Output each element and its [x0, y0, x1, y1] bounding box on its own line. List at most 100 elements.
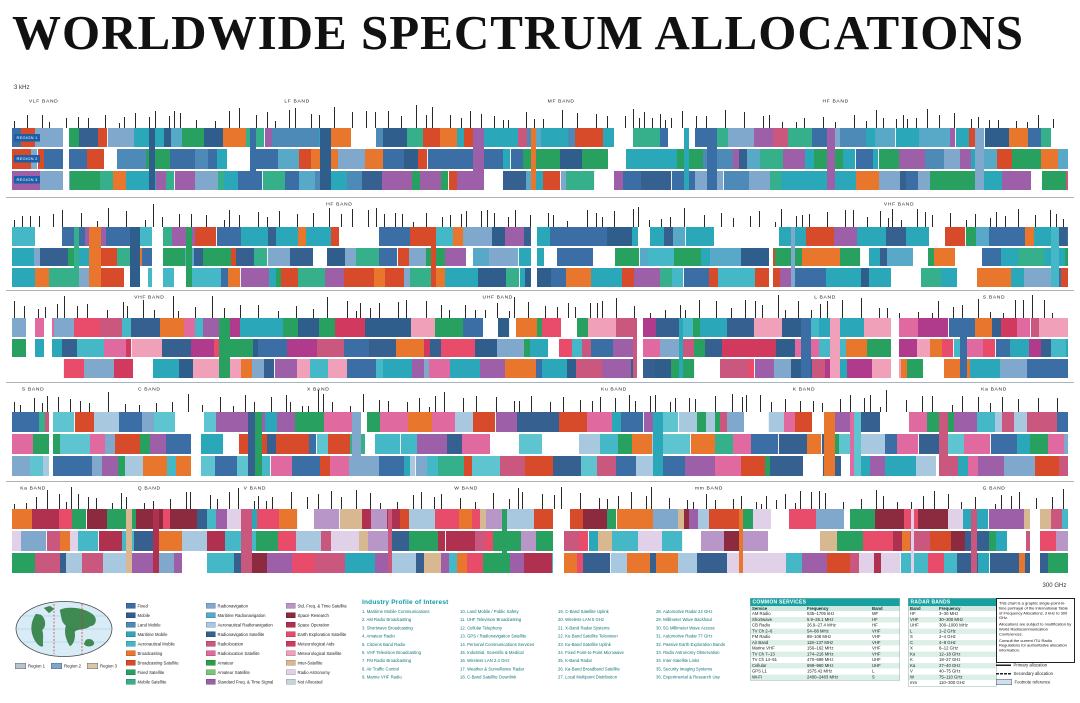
frequency-tick: [552, 214, 554, 227]
table-cell: UHF: [910, 622, 919, 628]
frequency-tick: [14, 220, 15, 227]
allocation-segment: [46, 531, 60, 551]
allocation-segment: [567, 359, 576, 378]
allocation-overlay: [501, 509, 507, 573]
service-color-swatch: [126, 660, 136, 666]
industry-profile-item: 6. VHF Television Broadcasting: [362, 650, 421, 656]
allocation-segment: [835, 128, 841, 148]
frequency-tick: [97, 220, 98, 227]
allocation-segment: [917, 318, 949, 337]
frequency-tick: [178, 213, 180, 227]
allocation-segment: [918, 434, 946, 454]
allocation-segment: [166, 456, 176, 476]
allocation-segment: [672, 268, 684, 287]
frequency-tick: [879, 406, 881, 412]
allocation-segment: [12, 227, 36, 246]
allocation-segment: [118, 456, 126, 476]
allocation-segment: [234, 553, 246, 573]
frequency-tick: [138, 405, 140, 412]
allocation-segment: [495, 412, 518, 432]
allocation-segment: [215, 456, 238, 476]
allocation-segment: [306, 227, 331, 246]
allocation-segment: [616, 509, 633, 529]
allocation-segment: [976, 227, 990, 246]
frequency-tick: [77, 305, 79, 318]
allocation-segment: [171, 128, 182, 148]
service-legend-item: Aeronautical Mobile: [126, 639, 201, 649]
frequency-tick: [800, 401, 801, 412]
allocation-segment: [59, 434, 90, 454]
allocation-segment: [474, 531, 485, 551]
allocation-segment: [868, 247, 881, 267]
frequency-tick: [596, 213, 598, 227]
allocation-segment: [52, 412, 75, 432]
allocation-segment: [407, 128, 423, 148]
service-color-swatch: [206, 679, 216, 685]
allocation-overlay: [26, 318, 35, 378]
industry-profile-item: 10. Land Mobile / Public Safety: [460, 609, 519, 614]
frequency-tick: [694, 399, 696, 412]
allocation-segment: [733, 434, 751, 454]
frequency-tick: [634, 305, 636, 318]
allocation-segment: [429, 359, 451, 378]
frequency-tick: [761, 304, 763, 318]
industry-profile-item: 13. GPS / Radionavigation Satellite: [460, 633, 527, 639]
frequency-tick: [265, 501, 267, 509]
allocation-segment: [1030, 170, 1042, 190]
allocation-segment: [263, 359, 275, 378]
frequency-tick: [310, 114, 312, 128]
frequency-tick: [597, 302, 599, 318]
frequency-tick: [825, 493, 827, 509]
region-lane: [12, 338, 1068, 358]
allocation-segment: [754, 268, 781, 287]
allocation-segment: [590, 268, 606, 287]
allocation-overlay: [910, 509, 915, 573]
table-cell: 118–137 MHz: [807, 639, 834, 645]
allocation-overlay: [684, 128, 689, 190]
frequency-tick: [1036, 498, 1038, 509]
allocation-segment: [897, 338, 917, 358]
frequency-tick: [267, 216, 269, 227]
allocation-segment: [510, 553, 524, 573]
allocation-segment: [66, 553, 82, 573]
region-key-label: Region 3: [100, 663, 118, 669]
allocation-segment: [916, 338, 930, 358]
allocation-segment: [424, 338, 431, 358]
allocation-segment: [143, 456, 167, 476]
allocation-segment: [699, 318, 727, 337]
allocation-segment: [448, 170, 457, 190]
industry-profile-column: 28. Automotive Radar 24 GHz 29. Millimete…: [656, 608, 748, 682]
allocation-segment: [811, 170, 831, 190]
frequency-tick: [36, 497, 38, 509]
legend-area: Region 1 Region 2 Region 3 Fixed Mobile Land…: [0, 596, 1080, 703]
allocation-segment: [1006, 531, 1026, 551]
allocation-segment: [255, 149, 278, 169]
frequency-tick: [351, 112, 353, 128]
allocation-segment: [572, 338, 583, 358]
allocation-segment: [683, 268, 710, 287]
table-cell: GPS L1: [752, 668, 767, 674]
service-color-swatch: [286, 669, 296, 675]
allocation-segment: [647, 149, 677, 169]
frequency-tick: [802, 214, 803, 227]
allocation-segment: [718, 268, 732, 287]
table-cell: L: [910, 628, 913, 634]
frequency-tick: [724, 109, 726, 128]
frequency-tick: [228, 209, 230, 227]
service-legend-label: Land Mobile: [137, 622, 161, 628]
allocation-segment: [683, 509, 689, 529]
allocation-segment: [933, 247, 955, 267]
allocation-segment: [277, 412, 295, 432]
table-cell: L: [872, 668, 875, 674]
allocation-segment: [747, 359, 755, 378]
service-color-swatch: [286, 660, 296, 666]
allocation-segment: [226, 149, 256, 169]
frequency-tick: [308, 405, 310, 412]
frequency-tick: [375, 111, 377, 128]
allocation-segment: [570, 509, 583, 529]
frequency-tick: [238, 487, 240, 509]
allocation-segment: [565, 268, 591, 287]
allocation-overlay: [829, 318, 841, 378]
allocation-overlay: [959, 318, 968, 378]
allocation-segment: [295, 531, 321, 551]
